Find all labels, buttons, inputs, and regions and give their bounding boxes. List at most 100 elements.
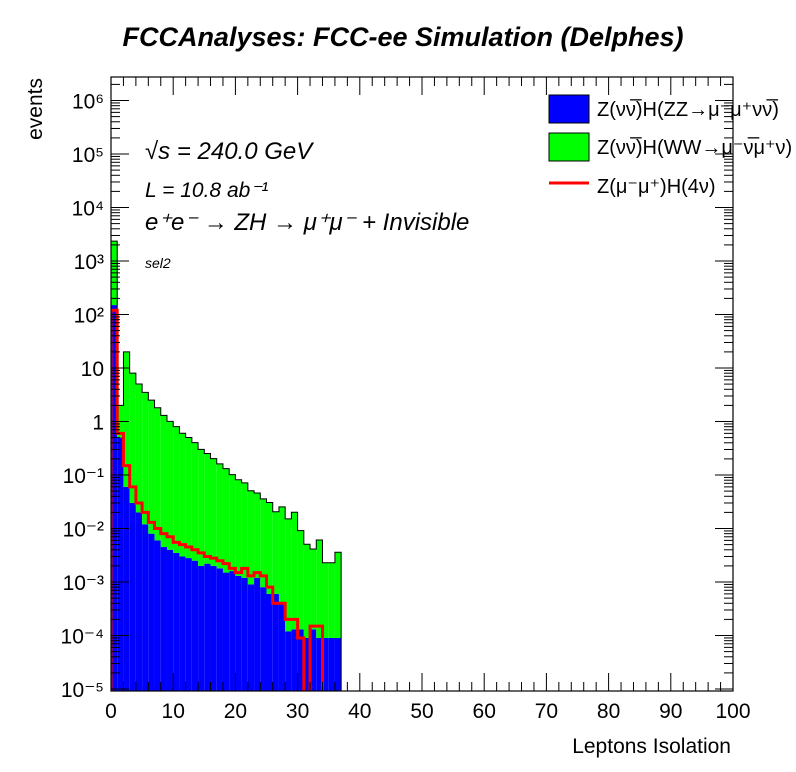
bar-2-26 [272, 511, 279, 594]
bar-1-13 [191, 560, 199, 691]
bar-1-3 [129, 502, 136, 691]
bar-1-35 [328, 637, 335, 691]
bar-1-1 [117, 437, 124, 691]
bar-1-11 [179, 556, 186, 691]
y-tick-label: 10⁻⁴ [61, 626, 104, 649]
bar-2-13 [191, 442, 199, 561]
bar-1-33 [316, 637, 323, 691]
bar-2-16 [210, 458, 217, 566]
y-tick-label: 10⁴ [72, 198, 104, 221]
stack-outline [111, 240, 342, 691]
x-tick-label: 10 [162, 700, 185, 723]
bar-2-21 [241, 482, 248, 578]
bar-1-24 [260, 587, 267, 691]
bar-2-6 [148, 400, 155, 534]
x-tick-label: 60 [473, 700, 496, 723]
legend: Z(νν̅)H(ZZ→μ⁻μ⁺νν̅) Z(νν̅)H(WW→μ⁻ν̅μ⁺ν) Z(… [548, 94, 792, 198]
x-tick-label: 80 [597, 700, 620, 723]
bar-1-0 [111, 305, 118, 691]
x-tick-label: 30 [286, 700, 309, 723]
bar-1-12 [185, 558, 192, 691]
bar-1-9 [166, 549, 174, 691]
bar-2-33 [316, 540, 323, 638]
bar-2-29 [291, 512, 298, 630]
bar-2-35 [328, 562, 335, 638]
bar-1-34 [322, 637, 329, 691]
bar-2-34 [322, 562, 329, 638]
bar-2-3 [129, 373, 136, 503]
bar-2-30 [297, 530, 304, 630]
bar-1-23 [254, 577, 261, 691]
bar-1-25 [266, 593, 273, 691]
bar-1-21 [241, 577, 248, 691]
y-tick-label: 10⁻² [63, 519, 104, 542]
y-tick-label: 10³ [74, 251, 104, 274]
bar-1-4 [135, 512, 143, 691]
bar-1-20 [235, 575, 242, 691]
legend-label-1: Z(νν̅)H(ZZ→μ⁻μ⁺νν̅) [597, 98, 779, 121]
bar-1-32 [310, 629, 317, 691]
y-tick-label: 10⁶ [72, 91, 104, 114]
bar-1-19 [229, 571, 236, 691]
bar-2-10 [173, 426, 180, 553]
bar-2-24 [260, 498, 267, 588]
bar-2-22 [247, 490, 255, 585]
annotation-luminosity: L = 10.8 ab⁻¹ [145, 179, 268, 202]
bar-1-2 [123, 486, 130, 691]
bar-1-36 [334, 637, 342, 691]
bar-2-15 [204, 453, 211, 564]
x-tick-label: 50 [410, 700, 433, 723]
legend-label-3: Z(μ⁻μ⁺)H(4ν) [597, 176, 716, 198]
bar-1-28 [285, 631, 292, 691]
x-tick-label: 0 [105, 700, 117, 723]
y-tick-label: 10⁵ [72, 144, 104, 167]
bar-2-12 [185, 437, 192, 559]
legend-label-2: Z(νν̅)H(WW→μ⁻ν̅μ⁺ν) [597, 136, 792, 159]
bar-1-30 [297, 629, 304, 691]
bar-2-25 [266, 502, 273, 594]
bar-1-6 [148, 533, 155, 691]
bar-1-27 [278, 603, 286, 691]
bar-1-8 [160, 547, 167, 691]
x-tick-label: 90 [659, 700, 682, 723]
bar-1-5 [142, 524, 149, 691]
x-axis-label: Leptons Isolation [572, 735, 731, 758]
annotation-sqrt-s: √s = 240.0 GeV [145, 138, 314, 165]
bar-1-31 [303, 637, 311, 691]
bar-1-10 [173, 552, 180, 691]
bar-2-11 [179, 433, 186, 557]
y-tick-label: 10⁻³ [63, 572, 104, 595]
y-axis-label: events [24, 78, 47, 140]
bar-1-7 [154, 540, 161, 691]
bar-1-16 [210, 565, 217, 691]
legend-swatch-2 [548, 132, 590, 162]
annotation-process: e⁺e⁻ → ZH → μ⁺μ⁻ + Invisible [145, 209, 469, 236]
bar-2-8 [160, 415, 167, 548]
y-tick-label: 10 [81, 358, 104, 381]
y-tick-label: 1 [92, 412, 104, 435]
bar-1-14 [198, 565, 205, 691]
series-1 [111, 305, 342, 691]
bar-2-19 [229, 474, 236, 572]
bar-2-2 [123, 351, 130, 487]
chart-title: FCCAnalyses: FCC-ee Simulation (Delphes) [122, 22, 683, 52]
x-tick-label: 40 [348, 700, 371, 723]
bar-1-18 [222, 572, 230, 691]
bar-2-27 [278, 506, 286, 604]
bar-2-23 [254, 492, 261, 578]
y-tick-label: 10² [74, 305, 104, 328]
bar-1-17 [216, 568, 223, 691]
bar-2-36 [334, 552, 342, 638]
x-tick-label: 20 [224, 700, 247, 723]
bar-2-7 [154, 407, 161, 541]
bar-2-5 [142, 392, 149, 525]
x-tick-label: 70 [535, 700, 558, 723]
bar-2-4 [135, 384, 143, 513]
bar-2-20 [235, 479, 242, 576]
bar-2-9 [166, 421, 174, 550]
bar-1-26 [272, 593, 279, 691]
bar-2-32 [310, 549, 317, 630]
bar-2-28 [285, 518, 292, 632]
bar-2-17 [216, 463, 223, 569]
